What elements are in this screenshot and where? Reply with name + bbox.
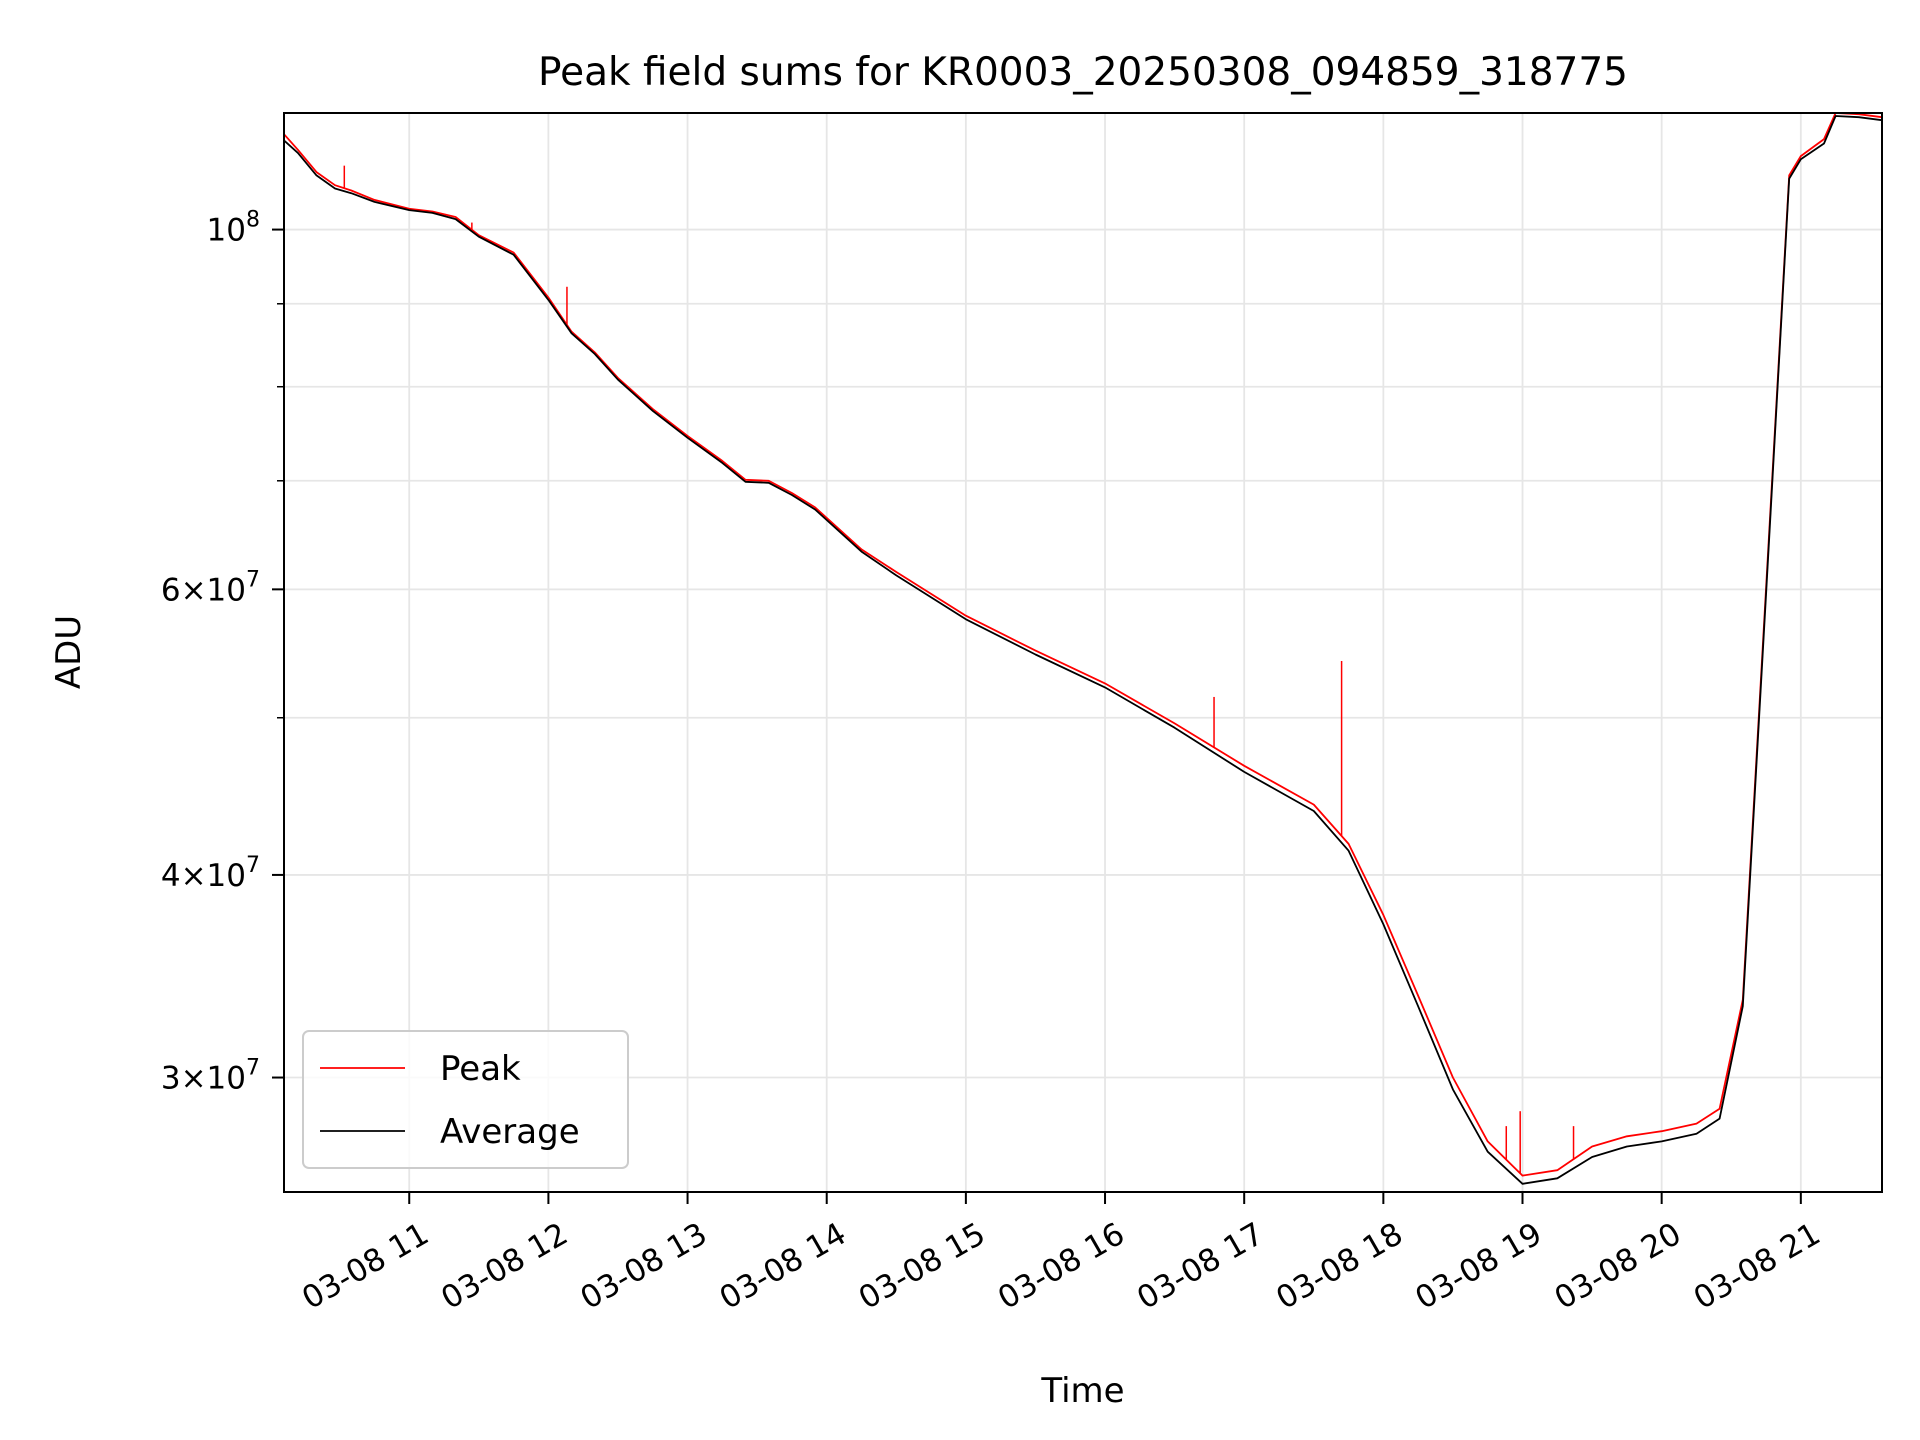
plot-frame (283, 112, 1883, 1193)
x-axis-label: Time (1040, 1371, 1124, 1411)
chart-title: Peak field sums for KR0003_20250308_0948… (538, 50, 1628, 95)
y-tick-label: 3×107 (161, 1056, 260, 1097)
legend-label-average: Average (440, 1112, 580, 1152)
legend-label-peak: Peak (440, 1049, 521, 1089)
grid (284, 113, 1882, 1192)
y-tick-label: 6×107 (161, 567, 260, 608)
y-axis-label: ADU (49, 615, 89, 689)
legend-box (302, 1030, 629, 1169)
y-tick-label: 4×107 (161, 853, 260, 894)
y-tick-label: 108 (207, 208, 260, 249)
series-line-peak (284, 113, 1882, 1177)
y-axis: 3×107 4×107 6×107 108 (161, 208, 284, 1097)
series-lines (284, 113, 1882, 1185)
series-line-average (284, 115, 1882, 1185)
legend: Peak Average (302, 1030, 629, 1169)
